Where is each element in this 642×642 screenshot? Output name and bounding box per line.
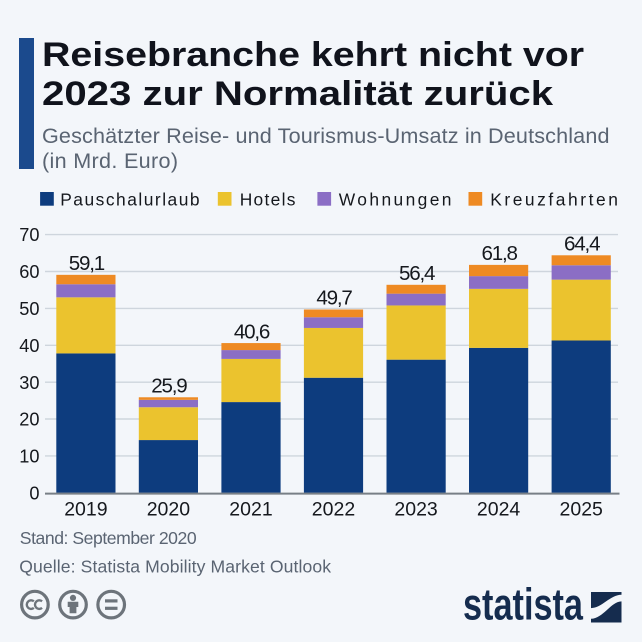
svg-text:25,9: 25,9 [151, 375, 187, 398]
svg-text:Hotels: Hotels [240, 189, 297, 209]
svg-text:Quelle: Statista Mobility Mark: Quelle: Statista Mobility Market Outlook [19, 557, 331, 577]
svg-text:Stand: September 2020: Stand: September 2020 [20, 528, 197, 548]
svg-text:70: 70 [19, 225, 39, 245]
svg-text:30: 30 [19, 373, 39, 393]
svg-text:2025: 2025 [560, 499, 604, 521]
svg-text:2024: 2024 [477, 499, 521, 521]
svg-text:Pauschalurlaub: Pauschalurlaub [60, 189, 201, 209]
svg-text:10: 10 [19, 447, 39, 467]
svg-text:40: 40 [19, 336, 39, 356]
svg-text:49,7: 49,7 [316, 287, 352, 310]
svg-text:Wohnungen: Wohnungen [339, 189, 454, 209]
svg-text:0: 0 [29, 483, 39, 503]
svg-text:2019: 2019 [64, 499, 107, 521]
svg-text:50: 50 [19, 299, 39, 319]
svg-text:40,6: 40,6 [234, 320, 270, 343]
svg-text:60: 60 [19, 262, 39, 282]
svg-text:2020: 2020 [147, 499, 191, 521]
svg-text:56,4: 56,4 [399, 262, 435, 285]
svg-text:2023: 2023 [394, 499, 437, 521]
svg-text:64,4: 64,4 [564, 233, 600, 256]
svg-text:Kreuzfahrten: Kreuzfahrten [490, 189, 620, 209]
svg-text:20: 20 [19, 410, 39, 430]
svg-text:2021: 2021 [229, 499, 272, 521]
svg-text:61,8: 61,8 [481, 242, 517, 265]
svg-text:statista: statista [463, 581, 584, 630]
svg-text:2022: 2022 [312, 499, 355, 521]
svg-text:59,1: 59,1 [69, 252, 105, 275]
